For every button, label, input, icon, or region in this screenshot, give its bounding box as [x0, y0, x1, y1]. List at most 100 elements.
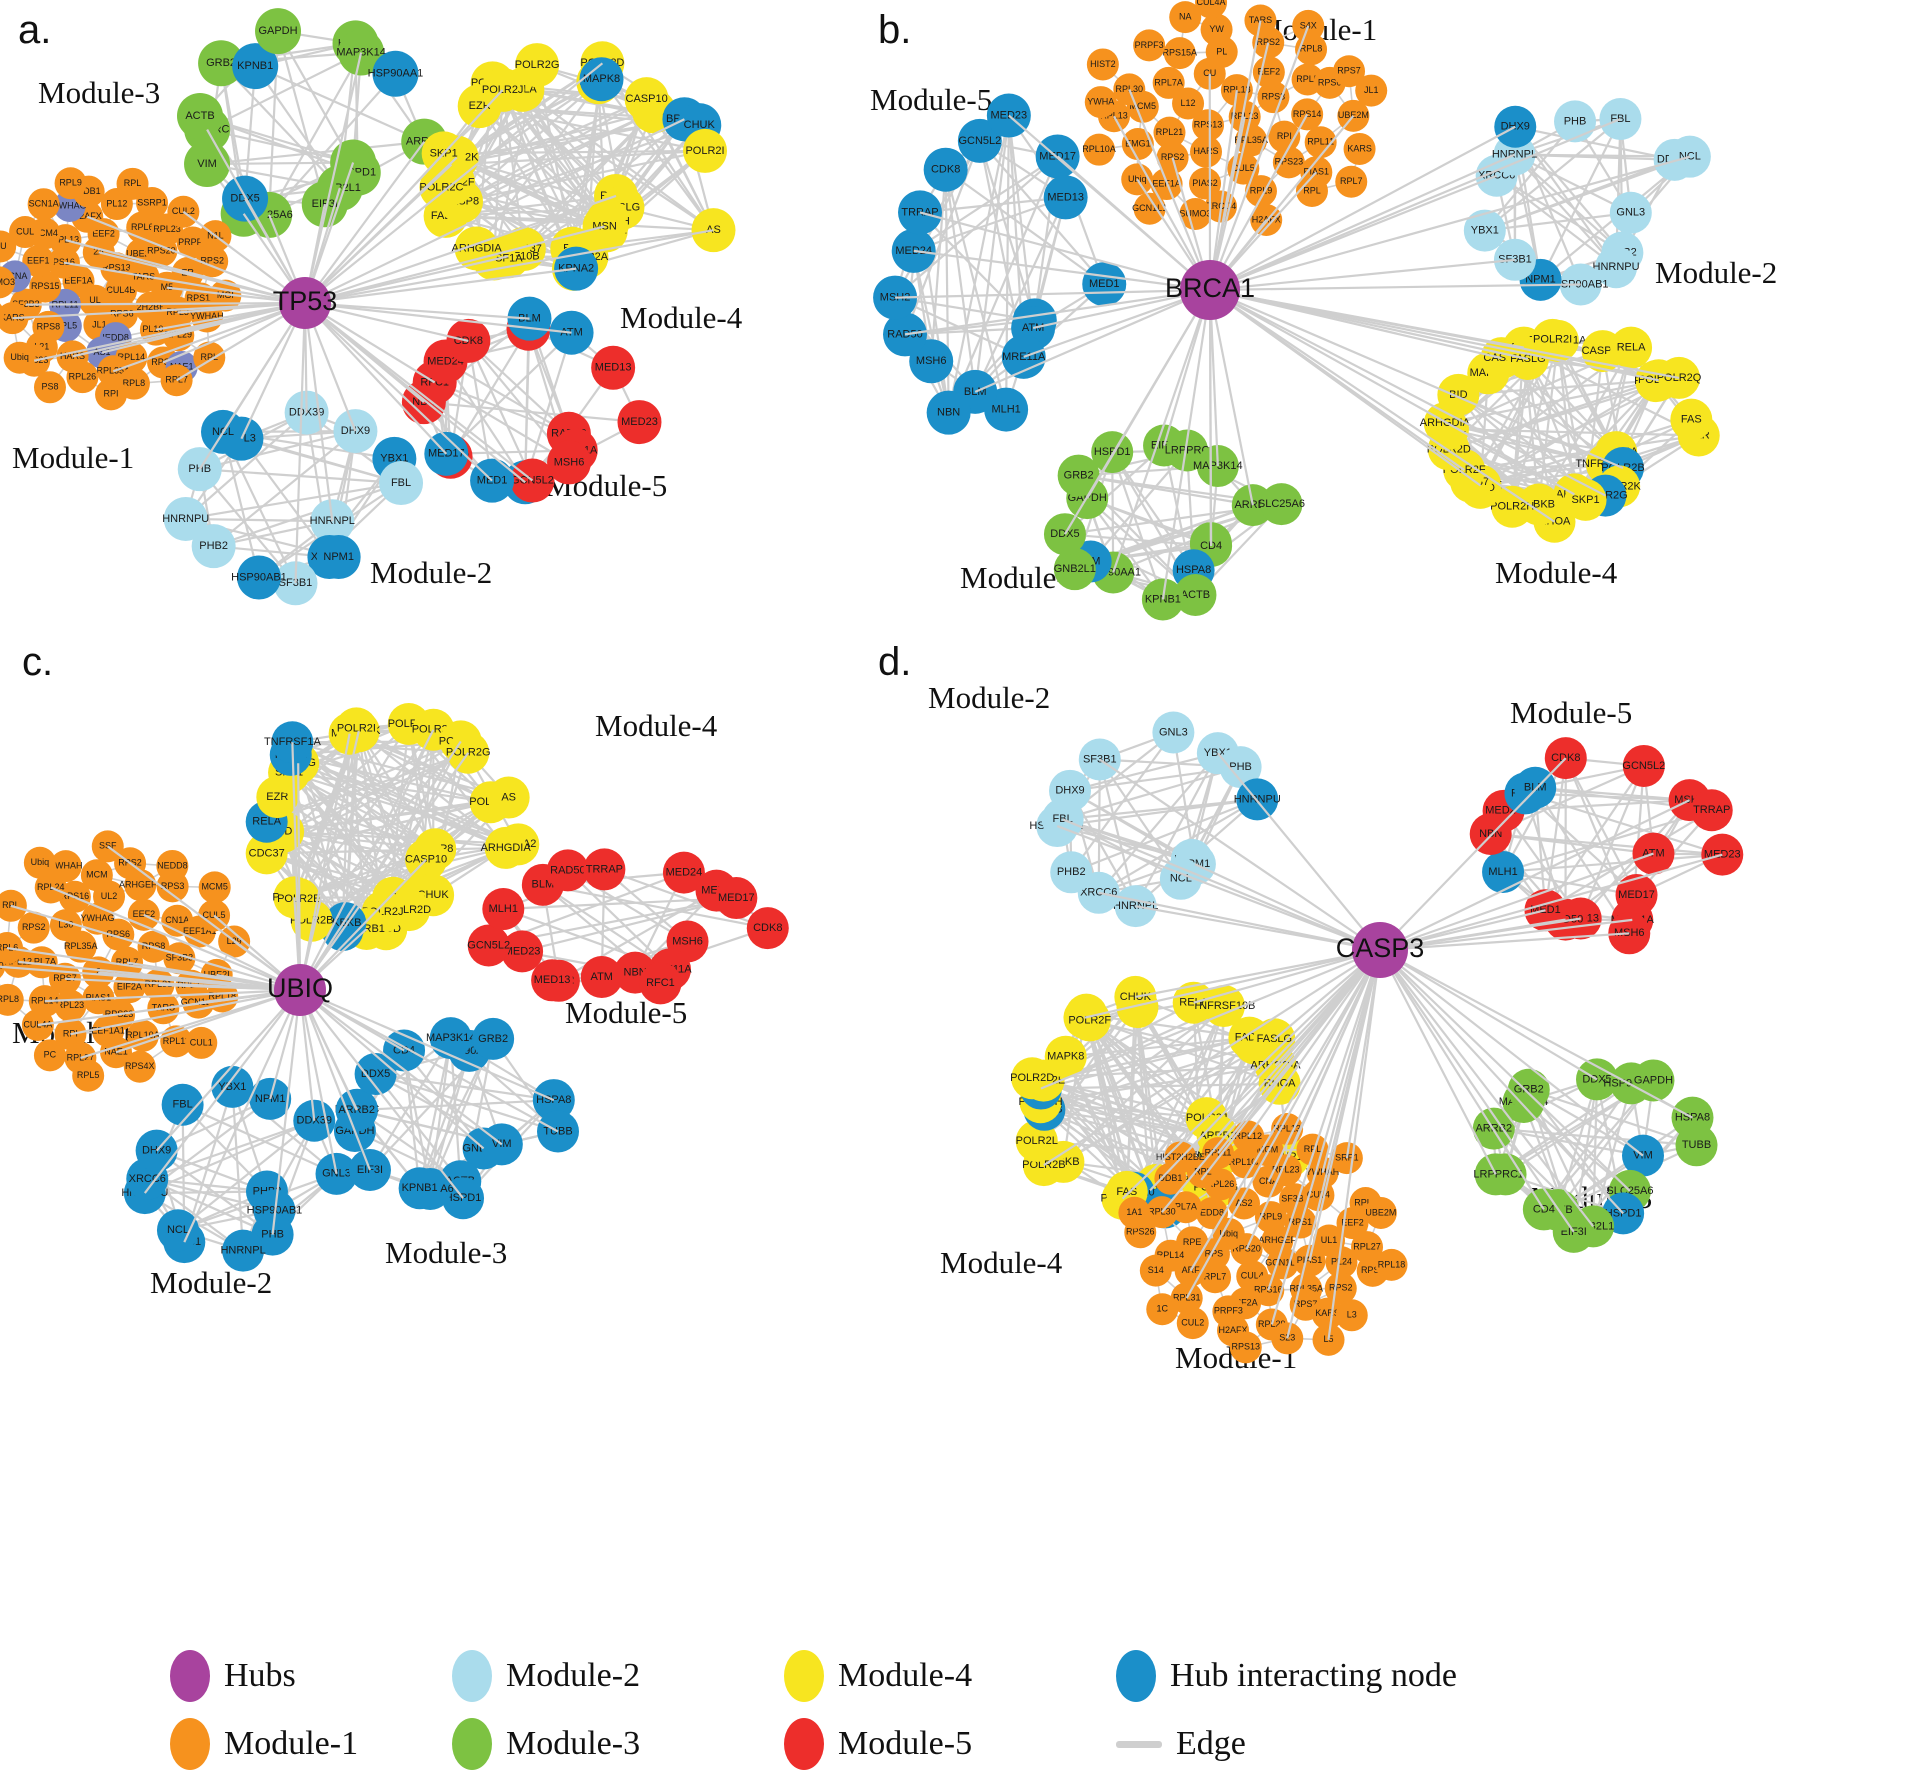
network-node[interactable]: [1463, 209, 1506, 252]
network-node[interactable]: [1043, 175, 1088, 220]
network-node[interactable]: [472, 1017, 515, 1060]
network-node[interactable]: [1232, 1120, 1265, 1153]
network-node[interactable]: [624, 77, 669, 122]
network-node[interactable]: [1437, 373, 1480, 416]
network-node[interactable]: [891, 228, 936, 273]
network-node[interactable]: [1118, 1196, 1151, 1229]
network-node[interactable]: [1133, 29, 1166, 62]
network-node[interactable]: [583, 848, 626, 891]
network-node[interactable]: [1152, 711, 1195, 754]
network-node[interactable]: [1219, 746, 1262, 789]
network-node[interactable]: [1174, 573, 1217, 616]
network-node[interactable]: [136, 187, 169, 220]
network-node[interactable]: [1632, 1059, 1675, 1102]
network-node[interactable]: [126, 1019, 159, 1052]
network-node[interactable]: [1172, 87, 1205, 120]
network-node[interactable]: [1701, 833, 1744, 876]
network-node[interactable]: [873, 275, 918, 320]
network-node[interactable]: [54, 167, 87, 200]
network-node[interactable]: [1324, 1272, 1357, 1305]
network-node[interactable]: [271, 721, 314, 764]
network-node[interactable]: [379, 461, 424, 506]
network-node[interactable]: [1296, 1133, 1329, 1166]
network-node[interactable]: [66, 361, 99, 394]
network-node[interactable]: [1670, 398, 1713, 441]
network-node[interactable]: [1632, 832, 1675, 875]
network-node[interactable]: [1068, 999, 1111, 1042]
network-node[interactable]: [33, 1039, 66, 1072]
network-node[interactable]: [72, 1059, 105, 1092]
network-node[interactable]: [232, 43, 279, 90]
network-node[interactable]: [1595, 246, 1638, 289]
network-node[interactable]: [49, 909, 82, 942]
network-node[interactable]: [1113, 73, 1146, 106]
network-node[interactable]: [236, 555, 281, 600]
network-node[interactable]: [1335, 165, 1368, 198]
hub-node[interactable]: [1352, 922, 1408, 978]
network-node[interactable]: [487, 776, 530, 819]
network-node[interactable]: [80, 859, 113, 892]
network-node[interactable]: [0, 299, 5, 331]
network-node[interactable]: [3, 341, 36, 374]
hub-node[interactable]: [1180, 260, 1240, 320]
network-node[interactable]: [1153, 116, 1186, 149]
network-node[interactable]: [531, 959, 574, 1002]
network-node[interactable]: [1229, 1331, 1262, 1364]
network-node[interactable]: [9, 216, 42, 249]
network-node[interactable]: [547, 440, 592, 485]
network-node[interactable]: [33, 371, 66, 404]
network-node[interactable]: [1176, 1307, 1209, 1340]
network-node[interactable]: [1675, 1124, 1718, 1167]
network-node[interactable]: [1609, 191, 1652, 234]
network-node[interactable]: [1491, 485, 1534, 528]
network-node[interactable]: [1343, 132, 1376, 165]
network-node[interactable]: [54, 989, 87, 1022]
network-node[interactable]: [249, 1077, 292, 1120]
network-node[interactable]: [1048, 769, 1091, 812]
network-node[interactable]: [447, 731, 490, 774]
network-node[interactable]: [198, 40, 245, 87]
network-node[interactable]: [1050, 851, 1093, 894]
network-node[interactable]: [1364, 1196, 1397, 1229]
network-node[interactable]: [316, 535, 361, 580]
network-node[interactable]: [1170, 1282, 1203, 1315]
network-node[interactable]: [1202, 985, 1245, 1028]
network-node[interactable]: [1086, 48, 1119, 81]
network-node[interactable]: [91, 830, 124, 863]
network-node[interactable]: [255, 8, 302, 55]
network-node[interactable]: [923, 147, 968, 192]
network-node[interactable]: [480, 1123, 523, 1166]
network-node[interactable]: [1179, 197, 1212, 230]
network-node[interactable]: [957, 118, 1002, 163]
network-node[interactable]: [1531, 318, 1574, 361]
network-node[interactable]: [1575, 1058, 1618, 1101]
network-node[interactable]: [515, 43, 560, 88]
network-node[interactable]: [1190, 135, 1223, 168]
network-node[interactable]: [1311, 1297, 1344, 1330]
network-node[interactable]: [1084, 86, 1117, 119]
network-node[interactable]: [1271, 1322, 1304, 1355]
network-node[interactable]: [1292, 9, 1325, 42]
network-node[interactable]: [1172, 981, 1215, 1024]
network-node[interactable]: [1044, 1035, 1087, 1078]
network-node[interactable]: [17, 911, 50, 944]
network-node[interactable]: [1608, 912, 1651, 955]
network-node[interactable]: [222, 1229, 265, 1272]
network-node[interactable]: [909, 339, 954, 384]
network-node[interactable]: [501, 930, 544, 973]
network-node[interactable]: [1658, 356, 1701, 399]
network-node[interactable]: [482, 888, 525, 931]
network-node[interactable]: [193, 341, 226, 374]
network-node[interactable]: [1610, 326, 1653, 369]
network-node[interactable]: [1507, 1068, 1550, 1111]
network-node[interactable]: [639, 962, 682, 1005]
network-node[interactable]: [1690, 789, 1733, 832]
network-node[interactable]: [1244, 4, 1277, 37]
network-node[interactable]: [398, 1167, 441, 1210]
network-node[interactable]: [1482, 850, 1525, 893]
network-node[interactable]: [1169, 1191, 1202, 1224]
network-node[interactable]: [160, 1025, 193, 1058]
network-node[interactable]: [1139, 1254, 1172, 1287]
network-node[interactable]: [184, 141, 231, 188]
network-node[interactable]: [1133, 192, 1166, 225]
